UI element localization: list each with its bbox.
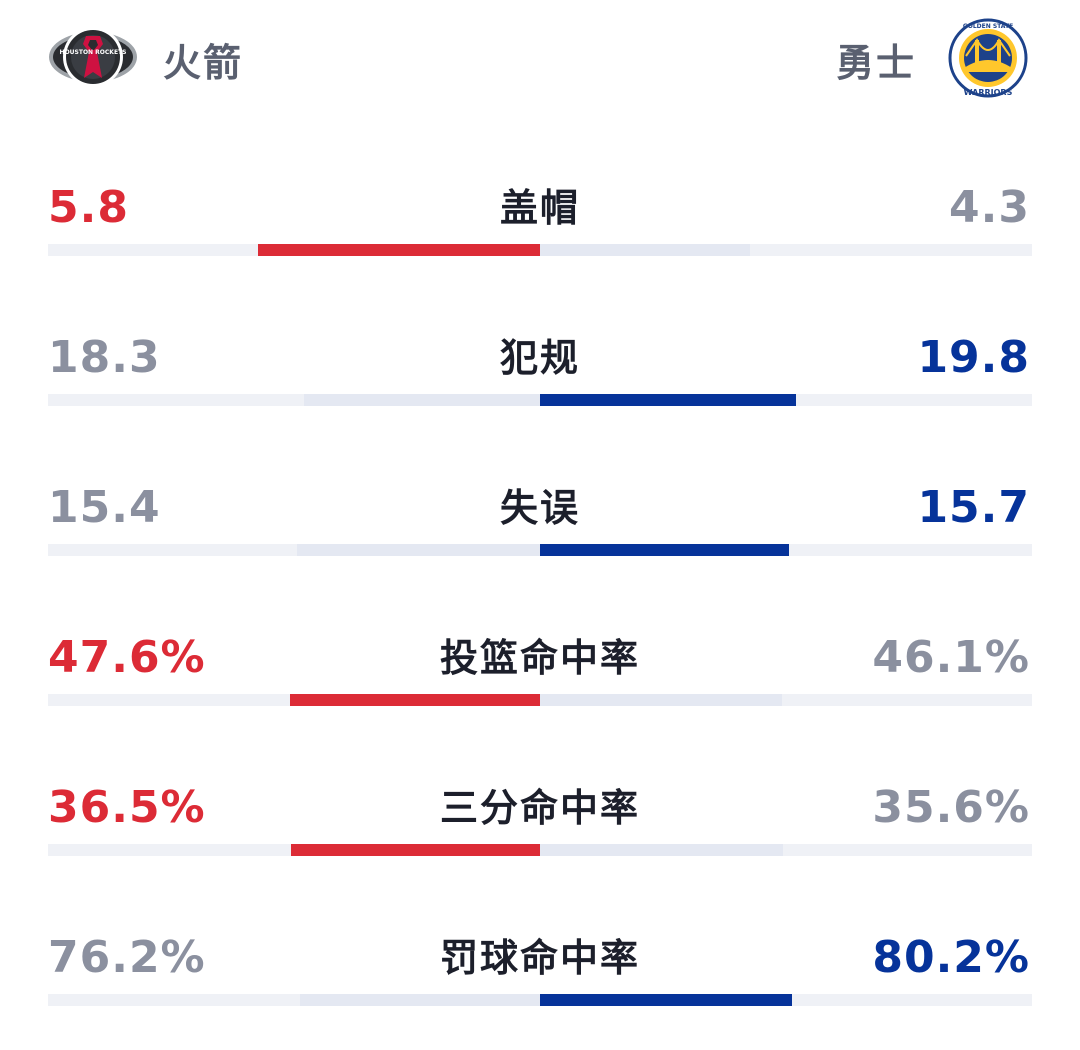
home-stat-value: 36.5%: [48, 782, 206, 833]
away-stat-value: 80.2%: [872, 932, 1030, 983]
stat-label: 犯规: [499, 336, 580, 380]
home-team-name: 火箭: [163, 41, 244, 85]
away-share-bar: [540, 694, 783, 706]
home-share-bar: [290, 694, 540, 706]
comparison-track: [48, 244, 1032, 256]
stat-row: 76.2% 罚球命中率 80.2%: [0, 930, 1080, 1050]
home-stat-value: 47.6%: [48, 632, 206, 683]
home-stat-value: 15.4: [48, 482, 161, 533]
stat-row: 15.4 失误 15.7: [0, 480, 1080, 600]
away-stat-value: 19.8: [917, 332, 1030, 383]
stat-row: 36.5% 三分命中率 35.6%: [0, 780, 1080, 900]
golden-state-warriors-logo-icon: GOLDEN STATE WARRIORS: [948, 18, 1028, 98]
logo-lettering-bottom: WARRIORS: [964, 88, 1013, 97]
stat-label: 投篮命中率: [439, 636, 640, 680]
home-share-bar: [300, 994, 540, 1006]
home-share-bar: [303, 394, 540, 406]
away-share-bar: [540, 994, 793, 1006]
away-stat-value: 4.3: [949, 182, 1030, 233]
comparison-track: [48, 394, 1032, 406]
home-share-bar: [296, 544, 540, 556]
away-share-bar: [540, 544, 789, 556]
home-share-bar: [291, 844, 540, 856]
away-stat-value: 46.1%: [872, 632, 1030, 683]
home-stat-value: 5.8: [48, 182, 129, 233]
away-share-bar: [540, 844, 783, 856]
away-stat-value: 35.6%: [872, 782, 1030, 833]
stat-label: 盖帽: [499, 186, 580, 230]
away-stat-value: 15.7: [917, 482, 1030, 533]
logo-lettering: HOUSTON ROCKETS: [60, 49, 127, 56]
home-stat-value: 76.2%: [48, 932, 206, 983]
stat-row: 47.6% 投篮命中率 46.1%: [0, 630, 1080, 750]
comparison-track: [48, 694, 1032, 706]
stat-label: 三分命中率: [439, 786, 640, 830]
away-share-bar: [540, 394, 796, 406]
comparison-track: [48, 994, 1032, 1006]
stat-label: 罚球命中率: [439, 936, 640, 980]
away-share-bar: [540, 244, 750, 256]
logo-lettering-top: GOLDEN STATE: [963, 23, 1013, 30]
home-share-bar: [257, 244, 540, 256]
team-header: HOUSTON ROCKETS 火箭 勇士 GOLDEN STATE WARRI…: [0, 0, 1080, 120]
comparison-track: [48, 544, 1032, 556]
stat-row: 5.8 盖帽 4.3: [0, 180, 1080, 300]
houston-rockets-logo-icon: HOUSTON ROCKETS: [49, 27, 137, 87]
stat-row: 18.3 犯规 19.8: [0, 330, 1080, 450]
home-stat-value: 18.3: [48, 332, 161, 383]
away-team-name: 勇士: [835, 41, 916, 85]
comparison-track: [48, 844, 1032, 856]
stat-label: 失误: [499, 486, 580, 530]
